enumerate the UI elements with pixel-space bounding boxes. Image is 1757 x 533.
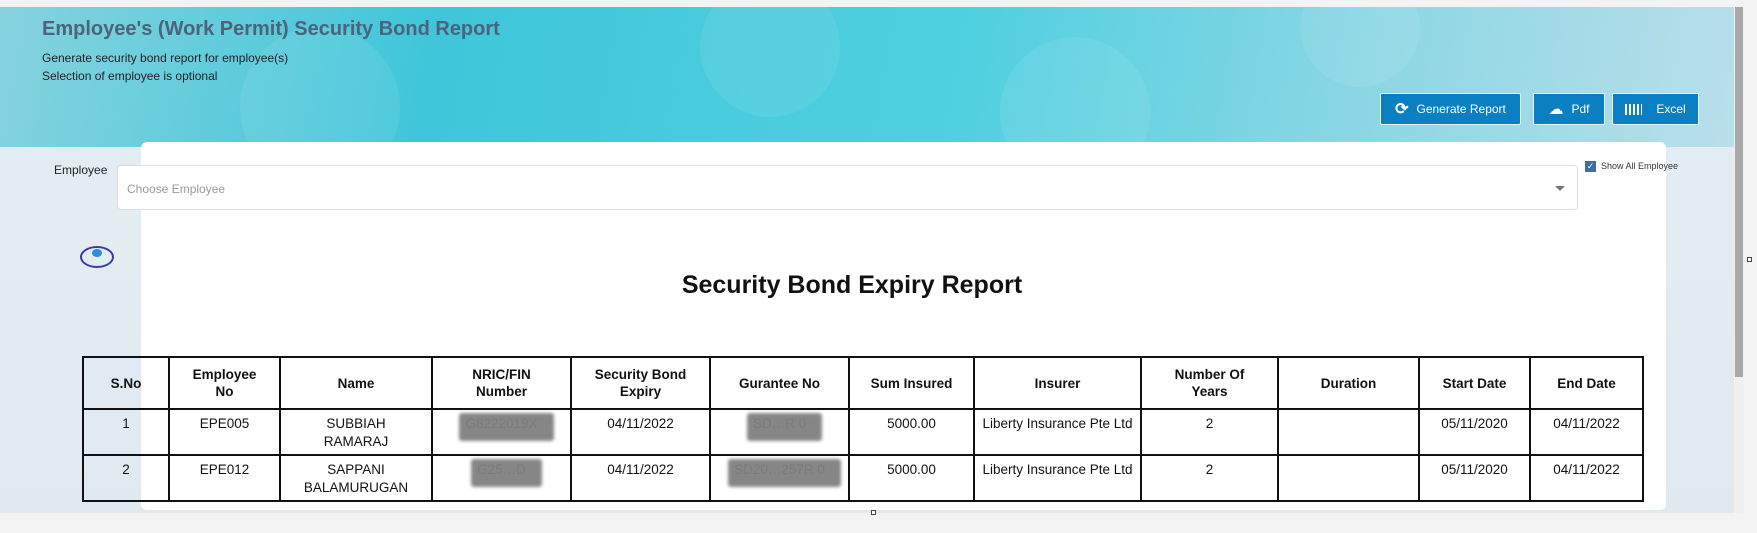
security-bond-table: S.No Employee No Name NRIC/FIN Number Se… [82,356,1644,502]
page-viewport: Employee's (Work Permit) Security Bond R… [0,7,1734,513]
cell-duration [1277,408,1420,456]
cell-duration [1277,454,1420,502]
show-all-employee-checkbox[interactable]: ✓ [1585,161,1596,172]
scrollbar-thumb[interactable] [1735,7,1743,377]
refresh-icon: ⟳ [1395,101,1409,118]
redacted-nric: G25…D [477,462,526,477]
page-note: Selection of employee is optional [42,69,218,83]
redacted-guarantee: SD…R 0 [752,416,807,431]
chevron-down-icon [1555,186,1565,191]
cell-years: 2 [1140,454,1279,502]
column-header: Security Bond Expiry [570,356,711,410]
column-header: Sum Insured [848,356,975,410]
cell-employee-no: EPE012 [168,454,281,502]
column-header: Duration [1277,356,1420,410]
generate-report-label: Generate Report [1416,102,1506,116]
right-edge [1744,0,1757,533]
cell-sum-insured: 5000.00 [848,454,975,502]
column-header: NRIC/FIN Number [431,356,572,410]
page-subtitle: Generate security bond report for employ… [42,51,289,65]
report-title-text: Security Bond Expiry Report [681,271,1023,299]
employee-label: Employee [54,163,108,177]
column-header: Start Date [1418,356,1531,410]
resize-handle-bottom[interactable] [871,510,876,515]
report-title: Security Bond Expiry Report [0,271,1734,300]
company-logo [80,246,114,268]
table-row: 1 EPE005 SUBBIAH RAMARAJ G8222019X 04/11… [82,408,1644,456]
redacted-guarantee: SD20…257R 0 [734,462,825,477]
header-banner: Employee's (Work Permit) Security Bond R… [0,7,1734,147]
table-columns-icon [1625,103,1643,115]
resize-handle-right[interactable] [1747,257,1752,262]
excel-label: Excel [1656,102,1686,116]
vertical-scrollbar[interactable] [1734,7,1744,513]
excel-button[interactable]: Excel [1612,93,1699,125]
employee-select[interactable]: Choose Employee [117,165,1578,210]
cell-employee-no: EPE005 [168,408,281,456]
show-all-employee-label: Show All Employee [1601,161,1679,171]
cell-insurer: Liberty Insurance Pte Ltd [973,454,1142,502]
cell-guarantee: SD20…257R 0 [709,454,850,502]
cell-nric: G25…D [431,454,572,502]
cell-name: SUBBIAH RAMARAJ [279,408,433,456]
column-header: Insurer [973,356,1142,410]
generate-report-button[interactable]: ⟳ Generate Report [1380,93,1521,125]
column-header: Name [279,356,433,410]
cell-sum-insured: 5000.00 [848,408,975,456]
pdf-button[interactable]: ☁ Pdf [1533,93,1605,125]
table-row: 2 EPE012 SAPPANI BALAMURUGAN G25…D 04/11… [82,454,1644,502]
column-header: S.No [82,356,170,410]
cell-end-date: 04/11/2022 [1529,454,1644,502]
cell-start-date: 05/11/2020 [1418,408,1531,456]
cell-insurer: Liberty Insurance Pte Ltd [973,408,1142,456]
pdf-label: Pdf [1571,102,1590,116]
redacted-nric: G8222019X [465,416,538,431]
cell-expiry: 04/11/2022 [570,454,711,502]
column-header: Gurantee No [709,356,850,410]
column-header: Employee No [168,356,281,410]
cell-expiry: 04/11/2022 [570,408,711,456]
cell-name: SAPPANI BALAMURUGAN [279,454,433,502]
cell-end-date: 04/11/2022 [1529,408,1644,456]
table-header-row: S.No Employee No Name NRIC/FIN Number Se… [82,356,1644,410]
cell-start-date: 05/11/2020 [1418,454,1531,502]
cell-guarantee: SD…R 0 [709,408,850,456]
cell-sno: 2 [82,454,170,502]
logo-check-icon [92,249,102,257]
employee-placeholder: Choose Employee [127,182,226,196]
cell-nric: G8222019X [431,408,572,456]
cell-sno: 1 [82,408,170,456]
bottom-bar [0,513,1757,533]
cloud-download-icon: ☁ [1548,101,1564,118]
page-title: Employee's (Work Permit) Security Bond R… [42,18,500,40]
column-header: End Date [1529,356,1644,410]
cell-years: 2 [1140,408,1279,456]
column-header: Number Of Years [1140,356,1279,410]
